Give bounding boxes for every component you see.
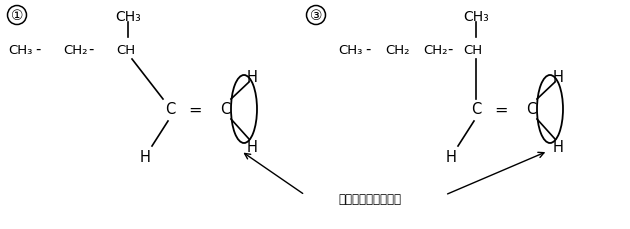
Text: C: C bbox=[471, 102, 481, 117]
Text: H: H bbox=[553, 69, 563, 84]
Text: =: = bbox=[495, 102, 508, 117]
Text: -: - bbox=[365, 41, 370, 56]
Text: ③: ③ bbox=[310, 9, 323, 23]
Text: C: C bbox=[526, 102, 536, 117]
Text: C: C bbox=[220, 102, 230, 117]
Text: CH₂: CH₂ bbox=[423, 43, 447, 56]
Text: CH₃: CH₃ bbox=[8, 43, 32, 56]
Text: =: = bbox=[188, 102, 202, 117]
Text: CH₃: CH₃ bbox=[115, 10, 141, 24]
Text: こっちの２つが同じ: こっちの２つが同じ bbox=[338, 193, 401, 206]
Text: H: H bbox=[553, 139, 563, 154]
Text: H: H bbox=[246, 69, 258, 84]
Text: CH: CH bbox=[463, 43, 482, 56]
Text: CH₂: CH₂ bbox=[63, 43, 88, 56]
Text: -: - bbox=[88, 41, 94, 56]
Text: CH: CH bbox=[116, 43, 135, 56]
Text: H: H bbox=[246, 139, 258, 154]
Text: CH₃: CH₃ bbox=[463, 10, 489, 24]
Text: C: C bbox=[165, 102, 175, 117]
Text: CH₂: CH₂ bbox=[385, 43, 410, 56]
Text: ①: ① bbox=[11, 9, 23, 23]
Text: H: H bbox=[140, 150, 151, 165]
Text: -: - bbox=[35, 41, 41, 56]
Text: -: - bbox=[447, 41, 453, 56]
Text: CH₃: CH₃ bbox=[338, 43, 362, 56]
Text: H: H bbox=[445, 150, 457, 165]
